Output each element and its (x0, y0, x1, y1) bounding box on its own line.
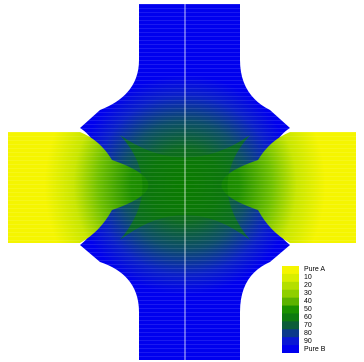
legend-swatch (282, 321, 299, 330)
legend-swatch (282, 289, 299, 299)
legend-label-20: 20 (304, 282, 312, 289)
legend-swatch (282, 305, 299, 314)
legend-swatch (282, 345, 299, 353)
legend-label-pure-b: Pure B (304, 346, 326, 353)
legend-label-90: 90 (304, 338, 312, 345)
legend-label-50: 50 (304, 306, 312, 313)
legend-label-60: 60 (304, 314, 312, 321)
legend-label-40: 40 (304, 298, 312, 305)
legend-label-70: 70 (304, 322, 312, 329)
legend-swatch (282, 281, 299, 291)
legend: Pure A 10 20 30 40 50 60 70 80 90 Pure B (282, 264, 352, 357)
legend-label-30: 30 (304, 290, 312, 297)
legend-swatch (282, 297, 299, 307)
legend-swatch (282, 313, 299, 322)
legend-swatch (282, 266, 299, 275)
legend-label-pure-a: Pure A (304, 266, 326, 273)
legend-swatch (282, 337, 299, 346)
legend-label-80: 80 (304, 330, 312, 337)
legend-swatch (282, 329, 299, 338)
legend-swatch (282, 273, 299, 283)
legend-color-bar (282, 266, 299, 353)
legend-label-10: 10 (304, 274, 312, 281)
